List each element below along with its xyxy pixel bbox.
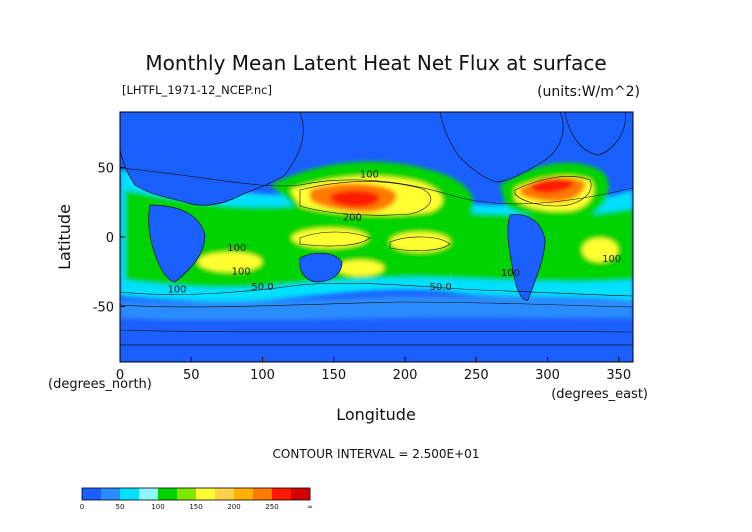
chart-title: Monthly Mean Latent Heat Net Flux at sur… <box>145 51 606 75</box>
contour-label: 100 <box>360 169 379 180</box>
contour-label: 50.0 <box>251 282 273 293</box>
x-tick-label: 0 <box>116 368 124 383</box>
contour-label: 200 <box>343 212 362 223</box>
colorbar-swatch <box>101 488 121 500</box>
colorbar-tick-label: 0 <box>80 503 84 511</box>
y-axis-title: Latitude <box>55 204 74 270</box>
y-tick-label: 50 <box>97 162 114 177</box>
y-unit-label: (degrees_north) <box>48 377 152 392</box>
x-tick-label: 50 <box>183 368 200 383</box>
contour-line <box>299 181 432 216</box>
colorbar-swatch <box>82 488 102 500</box>
south-indian-yellow <box>198 252 262 272</box>
eurasia-land <box>120 112 304 206</box>
y-tick-label: 0 <box>106 231 114 246</box>
contour-line <box>120 329 633 333</box>
contour-label: 100 <box>227 243 246 254</box>
colorbar-swatch <box>177 488 197 500</box>
contour-lines <box>120 167 633 333</box>
colorbar-tick-label: 250 <box>265 503 278 511</box>
contour-label: 100 <box>602 254 621 265</box>
contour-line <box>120 282 633 297</box>
greenland-land <box>564 112 626 156</box>
x-tick-label: 150 <box>321 368 346 383</box>
colorbar-tick-label: 200 <box>227 503 240 511</box>
x-tick-label: 250 <box>464 368 489 383</box>
contour-line <box>120 301 633 308</box>
x-tick-label: 350 <box>606 368 631 383</box>
colorbar-swatch <box>139 488 159 500</box>
colorbar-tick-label: 150 <box>189 503 202 511</box>
north-america-land <box>439 112 564 183</box>
contour-line <box>389 236 451 251</box>
south-america-land <box>507 214 546 301</box>
contour-label: 100 <box>167 285 186 296</box>
contour-label: 100 <box>501 268 520 279</box>
south-pacific-yellow <box>336 260 384 276</box>
tropical-central-pacific-yellow <box>390 232 450 252</box>
colorbar-tick-label: 100 <box>151 503 164 511</box>
x-tick-label: 300 <box>535 368 560 383</box>
colorbar-swatch <box>272 488 292 500</box>
colorbar-tick-label: ∞ <box>307 503 313 511</box>
colorbar-tick-label: 50 <box>116 503 125 511</box>
landmasses <box>120 112 633 362</box>
africa-land <box>148 204 206 283</box>
source-file-label: [LHTFL_1971-12_NCEP.nc] <box>122 83 272 97</box>
x-unit-label: (degrees_east) <box>551 387 648 402</box>
colorbar-swatch <box>291 488 311 500</box>
x-tick-label: 200 <box>393 368 418 383</box>
tropical-west-pacific-yellow <box>292 228 368 248</box>
x-axis-title: Longitude <box>336 405 416 424</box>
colorbar-swatch <box>234 488 254 500</box>
y-axis-ticks: 50 0 -50 <box>93 162 125 315</box>
australia-land <box>299 252 343 283</box>
north-atlantic-red <box>530 177 575 194</box>
x-axis-ticks: 0 50 100 150 200 250 300 350 <box>116 357 631 383</box>
colorbar-frame <box>81 487 311 501</box>
north-pacific-red <box>330 190 380 208</box>
colorbar-swatch <box>120 488 140 500</box>
colorbar-swatch <box>158 488 178 500</box>
colorbar-swatch <box>196 488 216 500</box>
y-tick-label: -50 <box>93 300 114 315</box>
contour-line <box>120 167 633 205</box>
contour-interval-label: CONTOUR INTERVAL = 2.500E+01 <box>273 447 480 461</box>
south-atlantic-yellow <box>582 238 618 262</box>
colorbar-swatch <box>253 488 273 500</box>
contour-line <box>514 176 592 207</box>
antarctica-land <box>120 344 633 362</box>
units-label: (units:W/m^2) <box>537 84 640 100</box>
contour-line <box>299 231 371 247</box>
colorbar: 0 50 100 150 200 250 ∞ <box>80 487 313 511</box>
southern-ocean-cyan <box>120 296 633 321</box>
contour-label: 50.0 <box>429 282 451 293</box>
x-tick-label: 100 <box>250 368 275 383</box>
contour-label: 100 <box>232 267 251 278</box>
colorbar-swatch <box>215 488 235 500</box>
